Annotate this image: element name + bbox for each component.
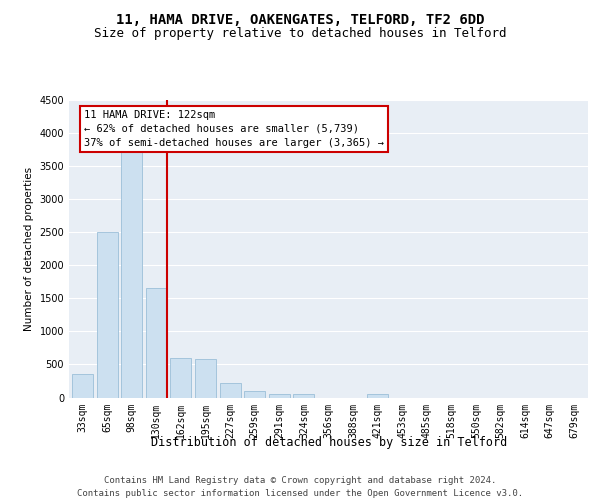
Bar xyxy=(195,359,216,398)
Bar xyxy=(72,374,93,398)
Text: Distribution of detached houses by size in Telford: Distribution of detached houses by size … xyxy=(151,436,507,449)
Bar xyxy=(146,288,167,398)
Text: Contains HM Land Registry data © Crown copyright and database right 2024.
Contai: Contains HM Land Registry data © Crown c… xyxy=(77,476,523,498)
Bar xyxy=(244,391,265,398)
Text: 11, HAMA DRIVE, OAKENGATES, TELFORD, TF2 6DD: 11, HAMA DRIVE, OAKENGATES, TELFORD, TF2… xyxy=(116,12,484,26)
Y-axis label: Number of detached properties: Number of detached properties xyxy=(24,166,34,331)
Bar xyxy=(121,150,142,398)
Text: 11 HAMA DRIVE: 122sqm
← 62% of detached houses are smaller (5,739)
37% of semi-d: 11 HAMA DRIVE: 122sqm ← 62% of detached … xyxy=(84,110,384,148)
Bar xyxy=(97,232,118,398)
Bar xyxy=(293,394,314,398)
Bar xyxy=(220,382,241,398)
Bar xyxy=(269,394,290,398)
Bar xyxy=(170,358,191,398)
Text: Size of property relative to detached houses in Telford: Size of property relative to detached ho… xyxy=(94,28,506,40)
Bar xyxy=(367,394,388,398)
